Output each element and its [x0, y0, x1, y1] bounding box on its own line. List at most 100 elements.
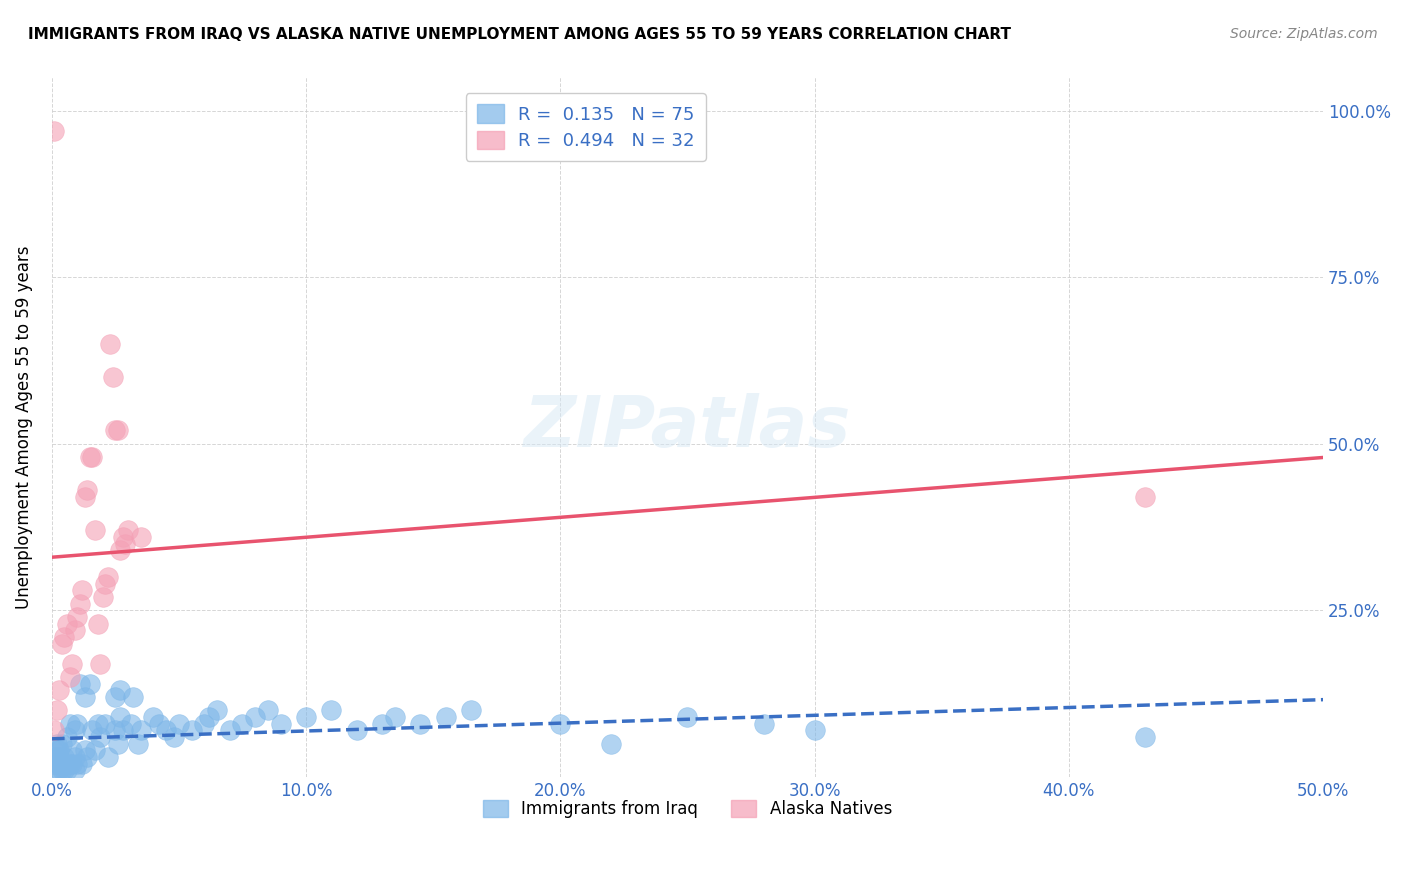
Point [82, 450, 104, 464]
Point [63, 723, 86, 738]
Point [66, 716, 89, 731]
Point [73, 690, 96, 704]
Point [371, 716, 394, 731]
Point [53, 630, 76, 644]
Text: Source: ZipAtlas.com: Source: ZipAtlas.com [1230, 27, 1378, 41]
Point [104, 723, 127, 738]
Point [69, 676, 91, 690]
Point [84, 743, 107, 757]
Point [53, 763, 76, 777]
Point [66, 610, 89, 624]
Point [257, 703, 280, 717]
Point [148, 716, 170, 731]
Point [56, 616, 79, 631]
Point [243, 710, 266, 724]
Point [550, 716, 572, 731]
Point [63, 624, 86, 638]
Point [107, 424, 129, 438]
Point [44, 756, 66, 771]
Point [56, 763, 79, 777]
Point [44, 750, 66, 764]
Point [1133, 490, 1156, 504]
Point [803, 723, 825, 738]
Point [45, 743, 67, 757]
Point [91, 590, 114, 604]
Point [84, 524, 107, 538]
Point [63, 763, 86, 777]
Point [72, 756, 94, 771]
Point [384, 710, 406, 724]
Point [127, 737, 149, 751]
Point [110, 543, 132, 558]
Point [346, 723, 368, 738]
Point [676, 710, 699, 724]
Point [73, 490, 96, 504]
Point [51, 763, 73, 777]
Point [114, 537, 136, 551]
Point [98, 337, 121, 351]
Point [73, 743, 96, 757]
Point [205, 703, 228, 717]
Point [76, 483, 98, 498]
Point [56, 730, 79, 744]
Point [120, 716, 142, 731]
Point [180, 723, 202, 738]
Point [60, 756, 83, 771]
Point [129, 723, 152, 738]
Point [155, 723, 177, 738]
Point [193, 716, 215, 731]
Point [86, 616, 108, 631]
Point [270, 716, 292, 731]
Point [48, 756, 70, 771]
Point [45, 763, 67, 777]
Point [97, 750, 120, 764]
Point [72, 583, 94, 598]
Point [45, 703, 67, 717]
Point [295, 710, 318, 724]
Point [94, 716, 117, 731]
Point [82, 723, 104, 738]
Text: ZIPatlas: ZIPatlas [524, 392, 851, 462]
Point [58, 670, 80, 684]
Point [167, 716, 190, 731]
Point [111, 530, 134, 544]
Point [60, 743, 83, 757]
Point [97, 570, 120, 584]
Point [434, 710, 457, 724]
Point [69, 597, 91, 611]
Point [89, 657, 111, 671]
Point [117, 524, 139, 538]
Text: IMMIGRANTS FROM IRAQ VS ALASKA NATIVE UNEMPLOYMENT AMONG AGES 55 TO 59 YEARS COR: IMMIGRANTS FROM IRAQ VS ALASKA NATIVE UN… [28, 27, 1011, 42]
Point [110, 710, 132, 724]
Point [600, 737, 623, 751]
Point [110, 683, 132, 698]
Point [409, 716, 432, 731]
Point [321, 703, 343, 717]
Point [63, 750, 86, 764]
Point [122, 690, 145, 704]
Point [218, 723, 240, 738]
Point [86, 716, 108, 731]
Point [142, 710, 165, 724]
Point [76, 750, 98, 764]
Point [48, 763, 70, 777]
Point [58, 756, 80, 771]
Point [752, 716, 775, 731]
Point [89, 730, 111, 744]
Point [51, 737, 73, 751]
Point [107, 737, 129, 751]
Point [48, 683, 70, 698]
Point [94, 576, 117, 591]
Point [79, 450, 101, 464]
Point [48, 743, 70, 757]
Point [53, 750, 76, 764]
Point [111, 723, 134, 738]
Legend: Immigrants from Iraq, Alaska Natives: Immigrants from Iraq, Alaska Natives [477, 793, 898, 824]
Point [163, 730, 186, 744]
Point [198, 710, 221, 724]
Point [44, 723, 66, 738]
Point [51, 637, 73, 651]
Point [1133, 730, 1156, 744]
Point [44, 124, 66, 138]
Point [129, 530, 152, 544]
